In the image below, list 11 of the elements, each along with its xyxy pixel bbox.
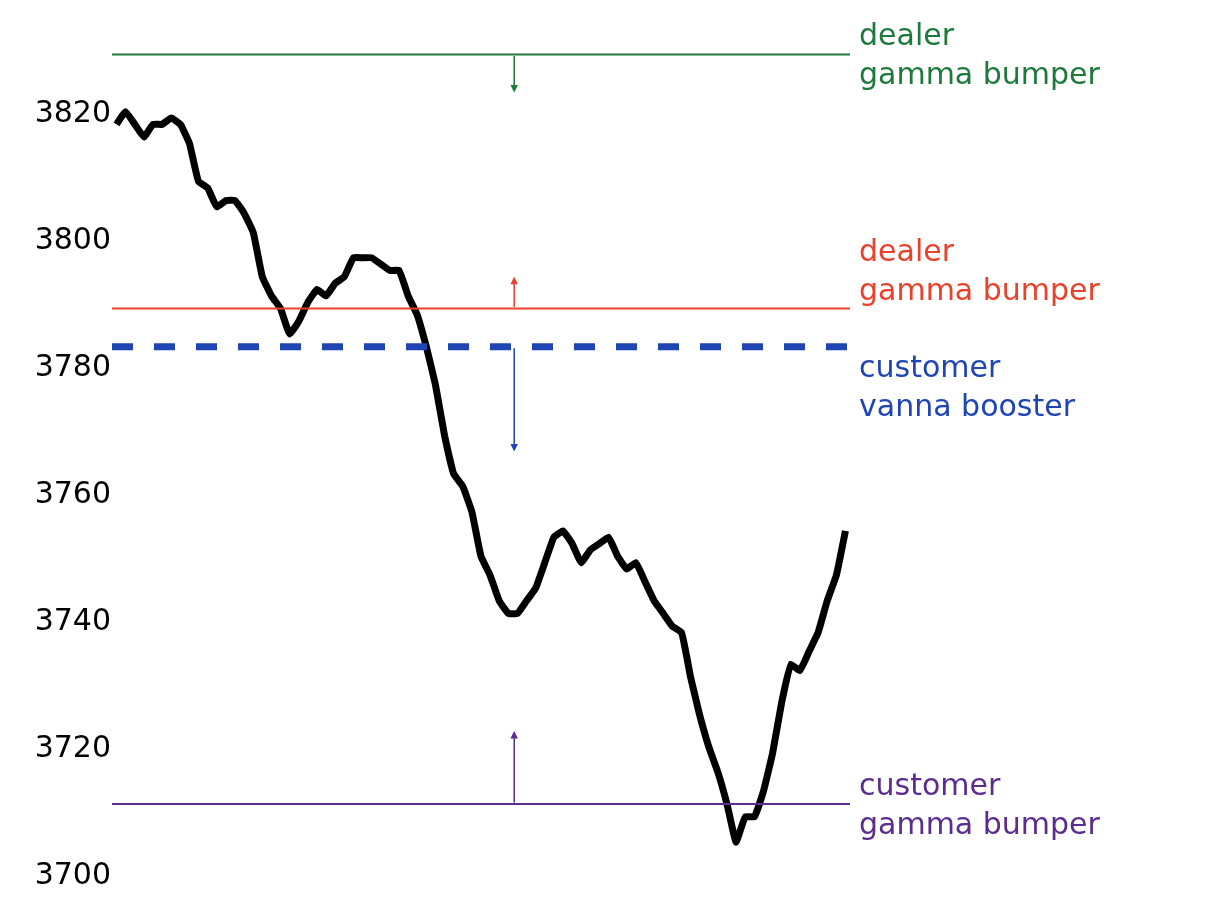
y-tick-label: 3700 (34, 856, 111, 892)
ref-line-label: dealer gamma bumper (859, 17, 1101, 91)
y-tick-label: 3740 (34, 602, 111, 638)
ref-line-label: dealer gamma bumper (859, 233, 1101, 307)
y-tick-label: 3720 (34, 729, 111, 765)
y-tick-label: 3800 (34, 221, 111, 257)
ref-line-label: customer gamma bumper (859, 767, 1101, 841)
y-tick-label: 3760 (34, 475, 111, 511)
y-tick-label: 3820 (34, 94, 111, 130)
y-tick-label: 3780 (34, 348, 111, 384)
ref-line-label: customer vanna booster (859, 349, 1076, 423)
